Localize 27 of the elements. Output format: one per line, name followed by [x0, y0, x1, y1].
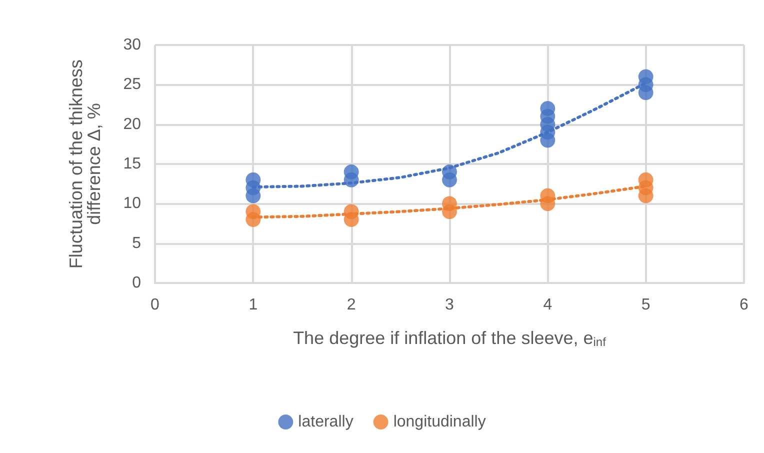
x-tick-label: 6 [740, 296, 749, 314]
y-tick-label: 0 [132, 274, 142, 292]
point [540, 100, 556, 116]
y-tick-label: 15 [123, 156, 142, 172]
point [246, 172, 261, 188]
point [246, 204, 261, 220]
y-axis-title: Fluctuation of the thikness difference Δ, % [66, 59, 104, 269]
x-tick-label: 1 [248, 296, 258, 314]
y-tick-label: 30 [123, 36, 142, 54]
y-tick-label: 10 [123, 195, 142, 212]
point [442, 164, 457, 180]
legend-label: laterally [298, 414, 354, 430]
x-tick-label: 4 [543, 296, 552, 314]
legend-label: longitudinally [393, 414, 486, 430]
point [442, 196, 457, 212]
x-tick-label: 2 [346, 296, 356, 314]
y-tick-label: 20 [123, 116, 142, 133]
point [344, 204, 359, 220]
x-tick-label: 5 [641, 296, 650, 314]
x-tick-label: 0 [150, 296, 160, 314]
point [638, 172, 654, 188]
y-tick-label: 5 [132, 234, 142, 252]
x-tick-label: 3 [445, 296, 454, 314]
point [540, 188, 556, 204]
point [344, 164, 359, 180]
y-tick-label: 25 [123, 76, 142, 94]
point [638, 69, 654, 84]
